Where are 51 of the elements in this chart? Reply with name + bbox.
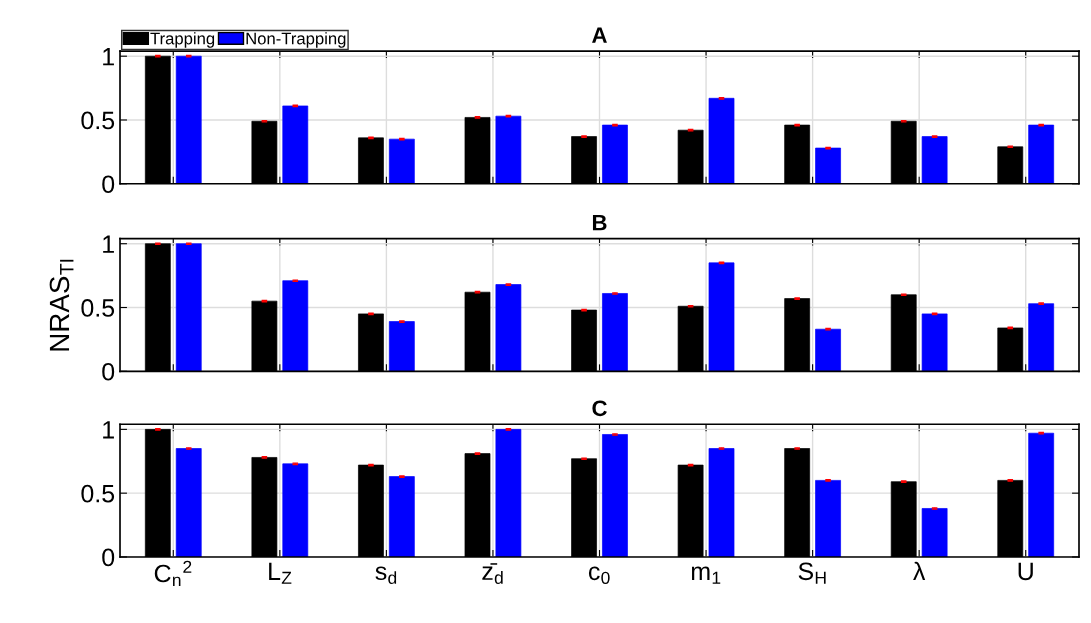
y-tick-label: 0 [102, 175, 115, 194]
bar [1028, 124, 1055, 184]
bar [921, 313, 948, 372]
bar [175, 55, 202, 184]
y-tick-label: 1 [103, 421, 114, 439]
bar [815, 328, 841, 372]
x-tick-label: s$_{d}$ [375, 566, 397, 584]
bar [175, 448, 202, 557]
x-tick-label: m$_{1}$ [691, 566, 721, 584]
x-tick-label: z̄$_{d}$ [482, 563, 503, 584]
bar [602, 434, 628, 557]
y-tick-label: 0.5 [81, 111, 115, 130]
bar [1028, 432, 1055, 557]
bar [921, 508, 948, 557]
bar [175, 243, 202, 372]
bar [602, 293, 628, 372]
bar [282, 280, 309, 372]
chart-title: A [592, 27, 607, 43]
x-tick-label: L$_{Z}$ [269, 562, 292, 584]
y-tick-label: 1 [103, 235, 114, 253]
bar [602, 124, 628, 184]
y-tick-label: 0.5 [81, 299, 115, 317]
x-tick-label: C$_{n}$$^{2}$ [154, 560, 192, 587]
y-tick-label: 0 [102, 362, 115, 381]
chart-title: B [592, 214, 607, 231]
bar [495, 115, 522, 184]
bar [495, 284, 522, 372]
bar [1028, 303, 1055, 372]
bar [388, 138, 415, 184]
y-tick-label: 0 [102, 548, 115, 567]
x-tick-label: U [1018, 562, 1033, 581]
bar [388, 321, 415, 372]
bar [708, 448, 735, 557]
chart-title: C [592, 400, 607, 417]
x-tick-label: S$_{H}$ [798, 562, 826, 584]
legend-label: Non-Trapping [246, 32, 346, 48]
bar [388, 476, 415, 557]
x-tick-label: λ [913, 561, 926, 580]
legend-label: Trapping [150, 32, 215, 48]
bar [282, 463, 309, 557]
bar [708, 262, 735, 372]
bar [921, 136, 948, 184]
bar [815, 480, 841, 557]
y-tick-label: 0.5 [81, 484, 115, 503]
bar [495, 429, 522, 557]
x-tick-label: c$_{0}$ [588, 566, 610, 585]
y-tick-label: 1 [103, 48, 114, 66]
y-axis-title: NRAS$_{TI}$ [49, 259, 74, 351]
bar [708, 97, 735, 184]
bar [815, 147, 841, 184]
bar [282, 105, 309, 184]
